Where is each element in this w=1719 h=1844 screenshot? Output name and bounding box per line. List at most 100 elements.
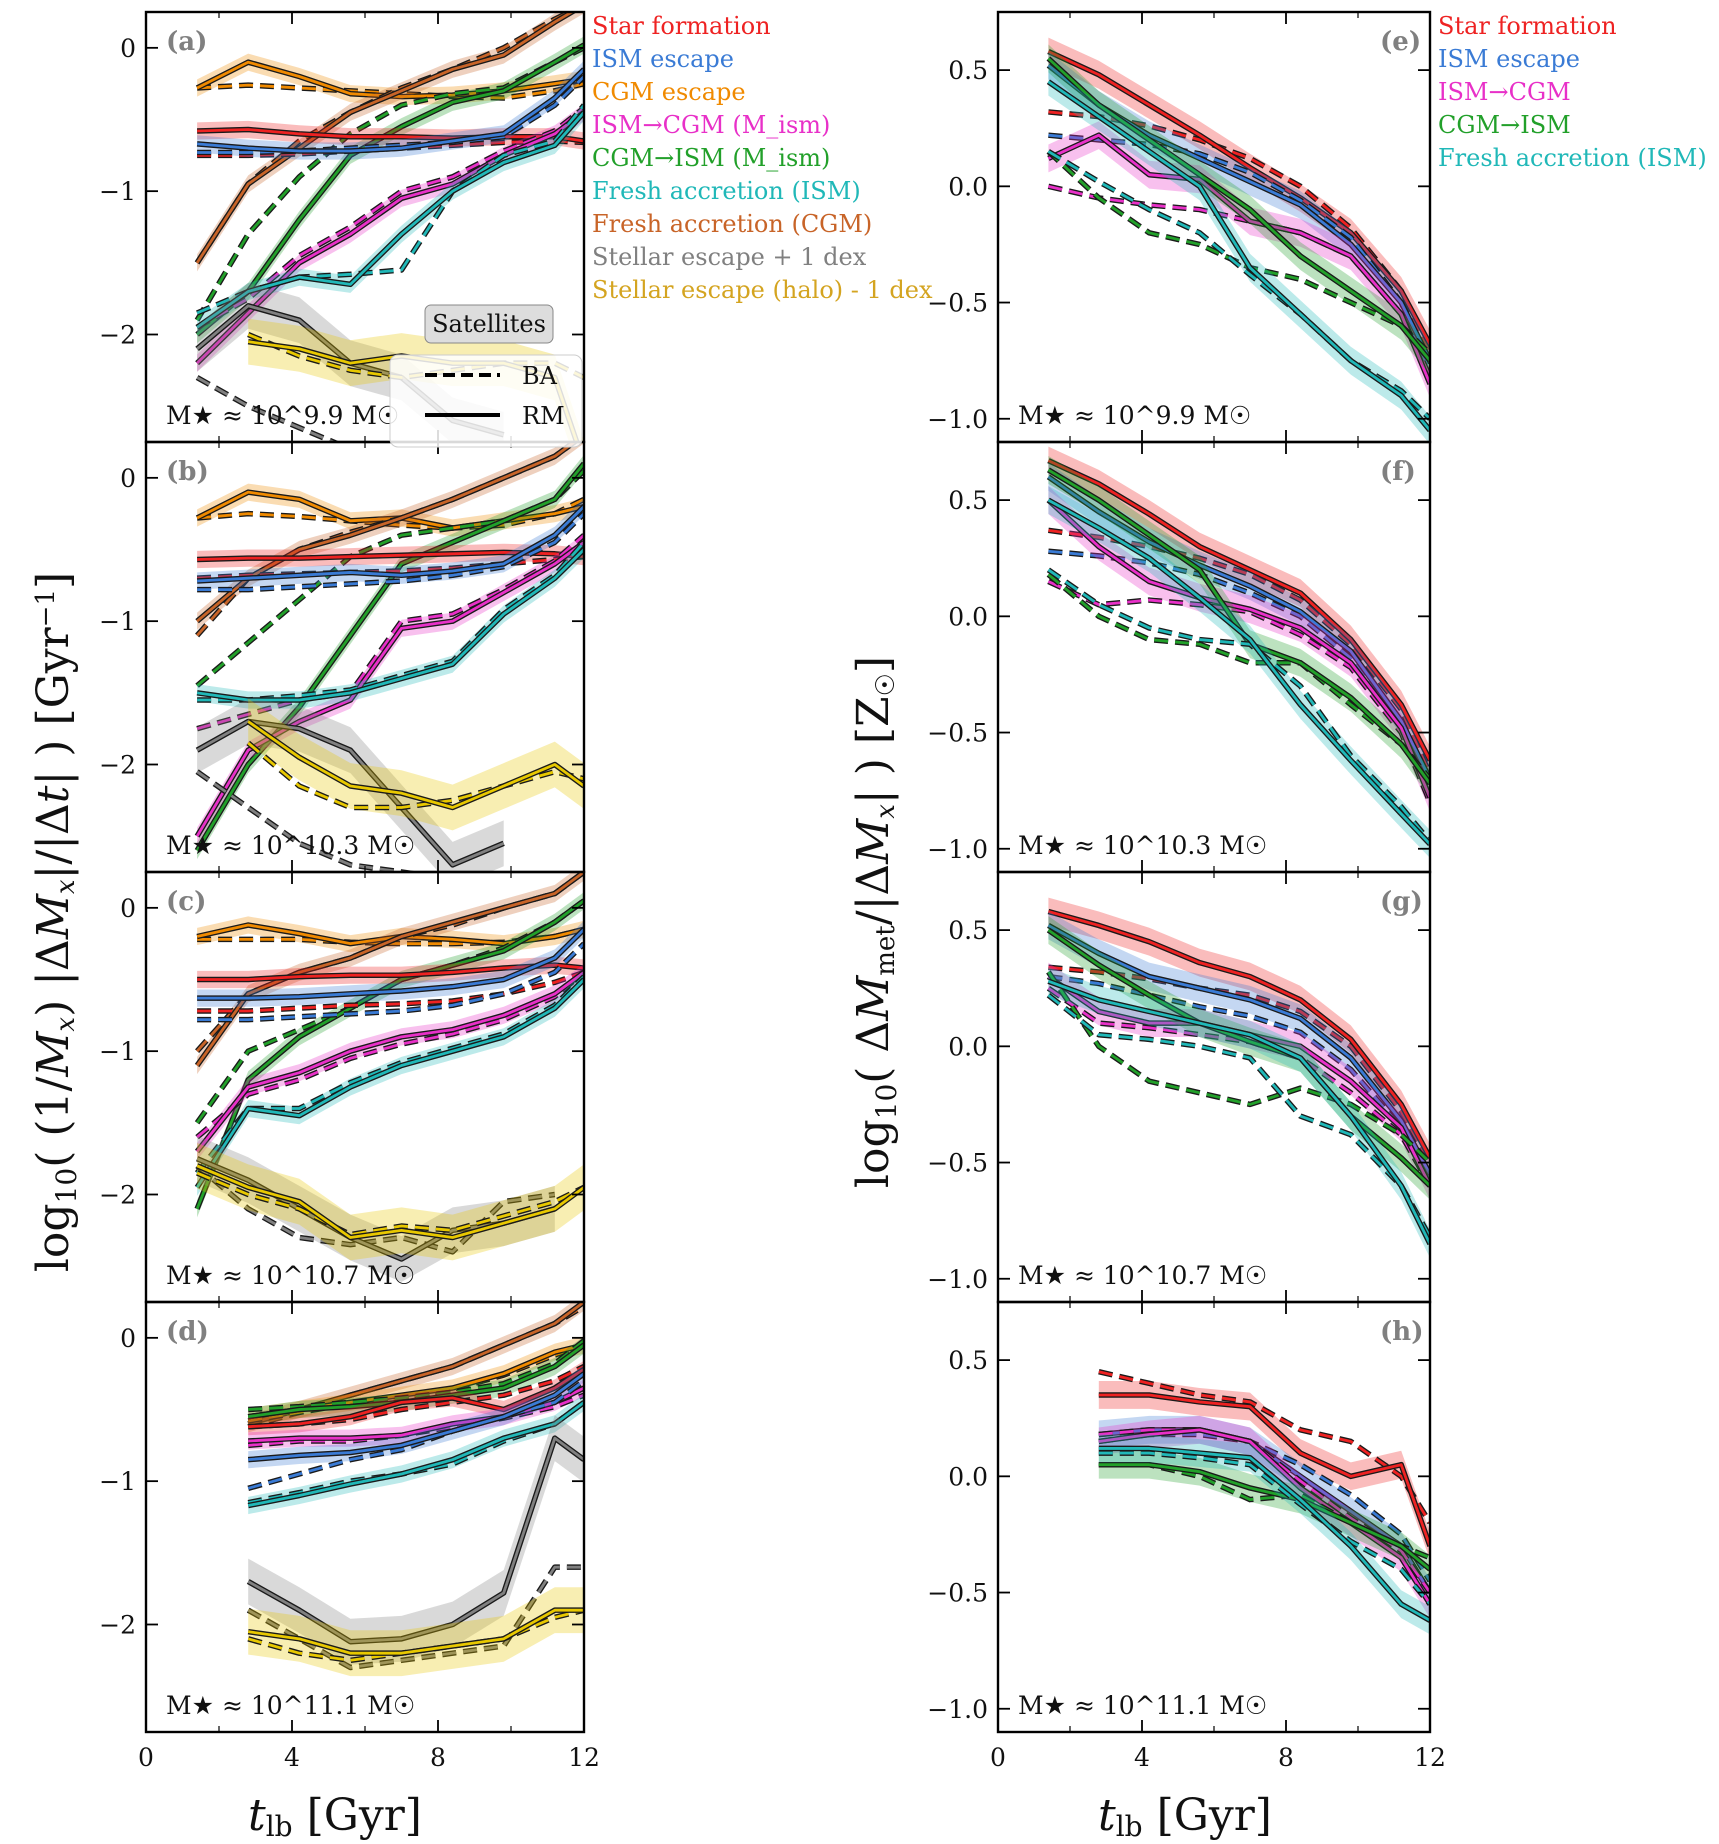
- panel-letter-b: (b): [166, 457, 209, 487]
- panel-h: 0.5 0.0 −0.5 −1.00 4 8 12 (h) M★ ≈ 10^11.1 M☉: [927, 1300, 1446, 1772]
- line-ba-cgm_ism-b: [196, 469, 584, 687]
- line-rm-fresh_ism-b: [196, 548, 584, 702]
- x-tick-label: 0: [990, 1743, 1006, 1772]
- line-ba-ism_escape-b: [197, 512, 584, 592]
- legend-right: Star formation ISM escape ISM→CGM CGM→ISM Fr…: [1438, 12, 1707, 172]
- legend-dashed-label: BA: [522, 362, 558, 390]
- line-rm-cgm_ism-c: [195, 899, 584, 1210]
- line-ba-fresh_ism-h: [1098, 1451, 1430, 1606]
- panel-c: 0 −1 −2 (c) M★ ≈ 10^10.7 M☉: [99, 870, 586, 1304]
- line-rm-fresh_cgm-a: [195, 12, 575, 264]
- panel-g: 0.5 0.0 −0.5 −1.0 (g) M★ ≈ 10^10.7 M☉: [927, 870, 1432, 1304]
- plot-area-d: [246, 1302, 584, 1677]
- band-stellar-c: [197, 1135, 555, 1282]
- panel-e: 0.5 0.0 −0.5 −1.0 (e) M★ ≈ 10^9.9 M☉: [927, 10, 1432, 444]
- legend-left-item: Star formation: [592, 12, 771, 40]
- y-tick-label: 0: [120, 464, 136, 493]
- y-tick-label: −1.0: [927, 1265, 988, 1294]
- y-tick-label: −1: [99, 1037, 136, 1066]
- panel-letter-d: (d): [166, 1317, 209, 1347]
- y-tick-label: 0.0: [948, 172, 988, 201]
- band-cgm_ism-e: [1048, 44, 1430, 375]
- line-rm-ism_cgm-e: [1047, 133, 1430, 385]
- line-ba-cgm_ism-d: [248, 1339, 584, 1411]
- plot-area-f: [1046, 446, 1430, 859]
- panel-b: 0 −1 −2 (b) M★ ≈ 10^10.3 M☉: [99, 440, 586, 874]
- line-rm-sf-h: [1098, 1393, 1430, 1547]
- band-ism_escape-g: [1048, 911, 1430, 1189]
- line-ba-ism_cgm-f: [1047, 580, 1430, 803]
- legend-left-item: CGM→ISM (M_ism): [592, 144, 830, 172]
- line-rm-ism_escape-d: [248, 1372, 584, 1462]
- x-tick-label: 8: [1278, 1743, 1294, 1772]
- mass-label-f: M★ ≈ 10^10.3 M☉: [1018, 831, 1267, 860]
- line-rm-stellar-d: [247, 1436, 584, 1644]
- mass-label-d: M★ ≈ 10^11.1 M☉: [166, 1691, 415, 1720]
- y-tick-label: −2: [99, 1181, 136, 1210]
- y-tick-label: 0: [120, 34, 136, 63]
- line-rm-cgm_escape-a: [196, 60, 584, 98]
- y-axis-title-left: log10( (1/Mx) |ΔMx|/|Δt| ) [Gyr−1]: [28, 572, 83, 1272]
- legend-right-item: ISM escape: [1438, 45, 1580, 73]
- y-tick-label: −2: [99, 751, 136, 780]
- line-rm-ism_escape-f: [1047, 475, 1430, 780]
- mass-label-e: M★ ≈ 10^9.9 M☉: [1018, 401, 1251, 430]
- line-rm-stellar_halo-d: [248, 1608, 584, 1655]
- x-tick-label: 8: [430, 1743, 446, 1772]
- y-tick-label: 0.5: [948, 56, 988, 85]
- line-ba-stellar_halo-b: [247, 741, 584, 809]
- line-rm-ism_escape-b: [197, 505, 584, 583]
- plot-area-g: [1046, 897, 1430, 1258]
- line-ba-ism_escape-g: [1048, 975, 1430, 1182]
- line-rm-sf-f: [1047, 459, 1430, 762]
- legend-left: Star formation ISM escape CGM escape ISM→CG…: [592, 12, 933, 304]
- line-rm-sf-a: [197, 128, 584, 143]
- satellites-legend: Satellites BA RM: [389, 304, 583, 448]
- band-cgm_ism-g: [1048, 916, 1430, 1200]
- y-tick-label: −1: [99, 1467, 136, 1496]
- band-ism_escape-f: [1048, 462, 1430, 793]
- line-ba-ism_cgm-b: [196, 534, 584, 731]
- plot-area-e: [1046, 37, 1430, 442]
- line-ba-stellar-c: [196, 1164, 555, 1254]
- line-rm-cgm_ism-h: [1098, 1463, 1430, 1571]
- mass-label-h: M★ ≈ 10^11.1 M☉: [1018, 1691, 1267, 1720]
- legend-left-item: Fresh accretion (CGM): [592, 210, 872, 238]
- band-fresh_cgm-c: [197, 872, 584, 1075]
- panel-d: 0 −1 −2 0 4 8 12 (d) M★ ≈ 10^11.1 M☉: [99, 1300, 600, 1772]
- x-tick-label: 12: [1414, 1743, 1446, 1772]
- line-ba-fresh_ism-g: [1047, 994, 1430, 1238]
- legend-left-item: Stellar escape + 1 dex: [592, 243, 867, 271]
- panel-letter-f: (f): [1380, 457, 1416, 487]
- line-rm-fresh_ism-f: [1047, 498, 1430, 846]
- line-rm-ism_cgm-d: [248, 1386, 584, 1443]
- line-rm-cgm_ism-a: [196, 43, 584, 336]
- line-rm-sf-d: [248, 1368, 584, 1429]
- y-tick-label: 0.5: [948, 916, 988, 945]
- x-axis-title-left: tlb [Gyr]: [248, 1790, 422, 1843]
- mass-label-b: M★ ≈ 10^10.3 M☉: [166, 831, 415, 860]
- y-tick-label: −1: [99, 177, 136, 206]
- y-tick-label: 0.0: [948, 1032, 988, 1061]
- line-ba-fresh_ism-f: [1047, 568, 1430, 843]
- legend-left-item: ISM→CGM (M_ism): [592, 111, 830, 139]
- y-tick-label: 0: [120, 1324, 136, 1353]
- panel-letter-a: (a): [166, 27, 207, 57]
- line-rm-ism_cgm-h: [1098, 1428, 1430, 1605]
- svg-text:log10( ΔMmet/|ΔMx| ) [Z☉]: log10( ΔMmet/|ΔMx| ) [Z☉]: [848, 656, 903, 1188]
- band-ism_escape-c: [197, 920, 584, 1007]
- y-tick-label: −1.0: [927, 1695, 988, 1724]
- line-ba-sf-c: [197, 971, 584, 1013]
- line-rm-cgm_ism-g: [1047, 928, 1430, 1187]
- line-ba-stellar_halo-c: [196, 1171, 584, 1237]
- legend-solid-label: RM: [522, 402, 565, 430]
- band-fresh_cgm-b: [197, 442, 584, 630]
- x-tick-label: 4: [1134, 1743, 1150, 1772]
- plot-area-b: [194, 442, 584, 872]
- band-ism_cgm-c: [197, 963, 584, 1161]
- band-ism_cgm-f: [1048, 486, 1430, 812]
- line-rm-fresh_ism-d: [247, 1401, 584, 1507]
- line-rm-fresh_ism-c: [195, 978, 584, 1189]
- line-rm-sf-g: [1048, 910, 1430, 1159]
